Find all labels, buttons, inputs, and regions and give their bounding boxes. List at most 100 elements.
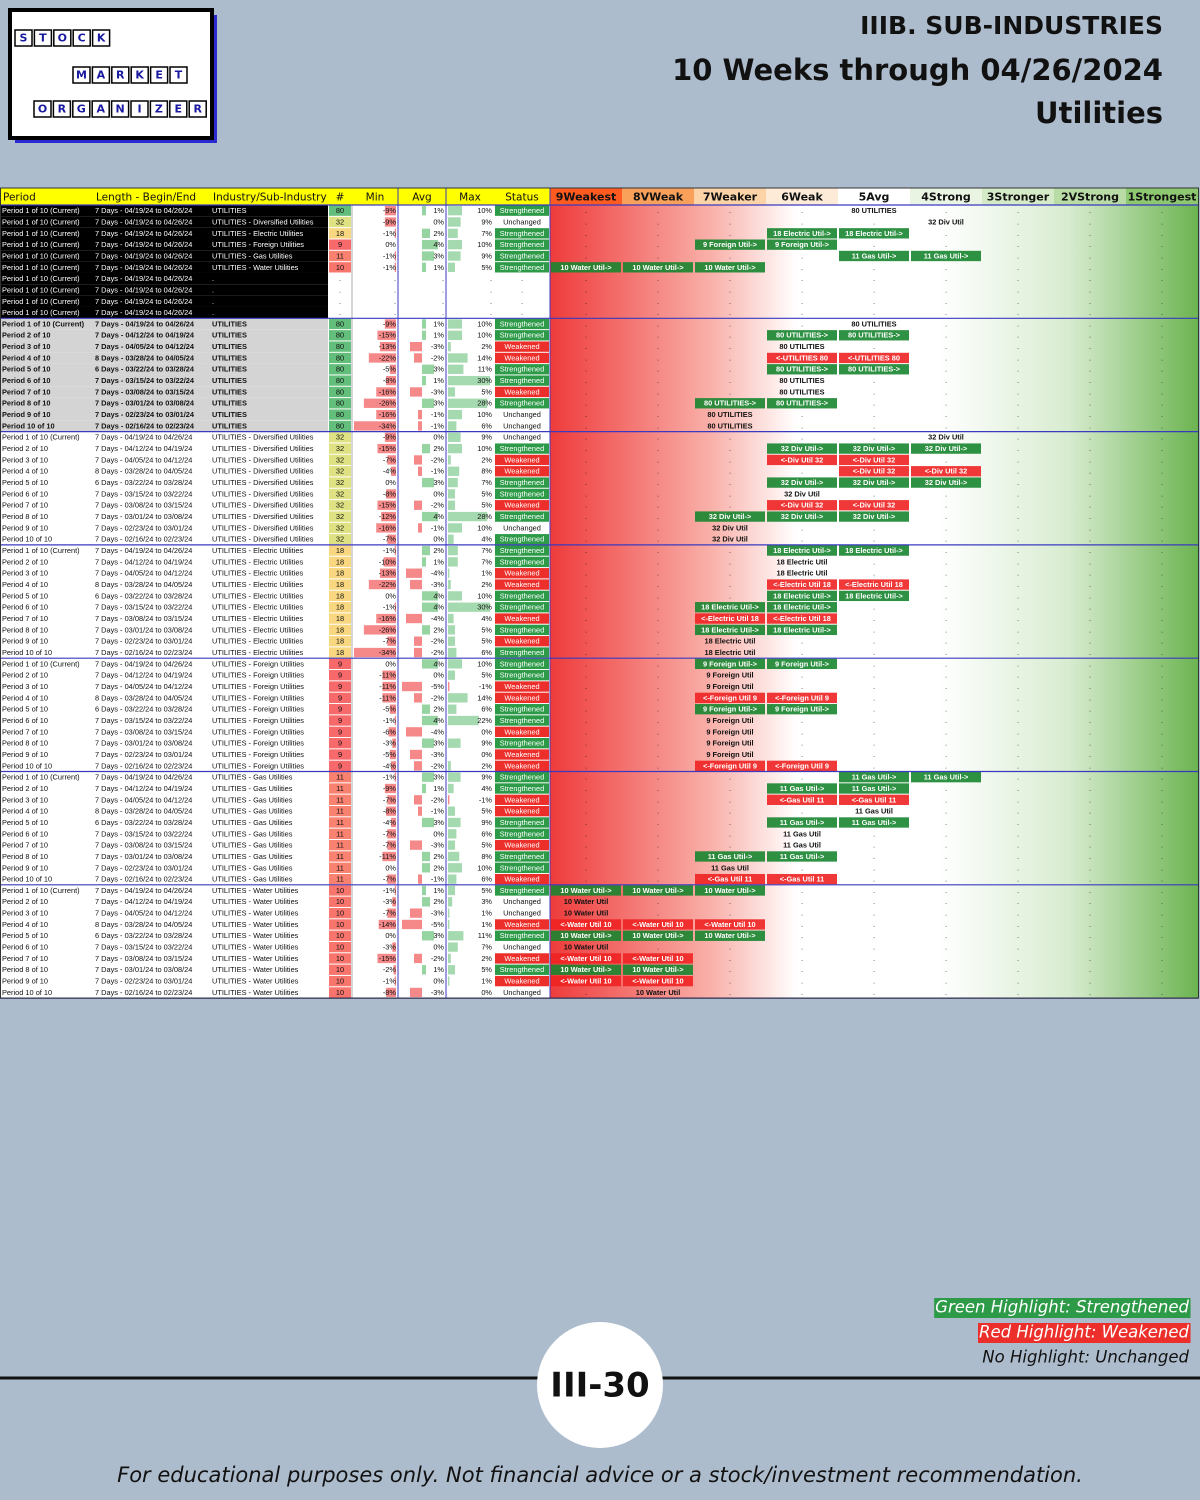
cell-text: Weakened <box>504 455 539 464</box>
legend-entry: Red Highlight: Weakened <box>979 1323 1190 1342</box>
cell-text: UTILITIES - Gas Utilities <box>212 818 293 827</box>
cell-text: 7 Days - 03/08/24 to 03/15/24 <box>95 954 192 963</box>
rank-highlight <box>767 658 837 670</box>
status-fill <box>495 953 549 964</box>
rank-cell: 11 Gas Util-> <box>924 773 969 782</box>
min-bar <box>377 330 396 340</box>
rank-cell: 32 Div Util <box>712 523 748 532</box>
min-bar <box>354 647 396 658</box>
cell-text: 7 Days - 04/19/24 to 04/26/24 <box>95 319 195 328</box>
max-bar <box>448 387 455 397</box>
cell-text: 32 <box>336 467 344 476</box>
rank-cell: . <box>1089 931 1091 940</box>
count-cell <box>329 488 351 500</box>
rank-cell: . <box>945 591 947 600</box>
rank-cell: . <box>1017 251 1019 260</box>
rank-cell: <-Water Util 10 <box>704 920 755 929</box>
rank-cell: . <box>945 750 947 759</box>
avg-bar <box>422 443 430 454</box>
rank-cell: . <box>1017 297 1019 306</box>
rank-highlight <box>695 398 765 409</box>
cell-text: 6% <box>481 648 492 657</box>
rank-cell: . <box>585 603 587 612</box>
cell-text: Period 1 of 10 (Current) <box>2 274 80 283</box>
logo-letter: A <box>97 69 106 82</box>
rank-cell: . <box>1017 818 1019 827</box>
rank-highlight <box>839 330 909 341</box>
cell-text: 7 Days - 04/12/24 to 04/19/24 <box>95 444 192 453</box>
rank-highlight <box>623 953 693 964</box>
cell-text: -1% <box>383 773 397 782</box>
rank-cell: . <box>1089 807 1091 816</box>
cell-text: 11 <box>336 875 344 884</box>
max-bar <box>448 409 462 420</box>
cell-text: UTILITIES - Electric Utilities <box>212 580 303 589</box>
logo-letter: N <box>115 103 124 116</box>
rank-cell: . <box>801 977 803 986</box>
cell-text: Period 8 of 10 <box>2 965 48 974</box>
cell-text: . <box>490 308 492 317</box>
rank-cell: <-Electric Util 18 <box>701 614 759 623</box>
min-bar <box>387 840 396 850</box>
cell-text: 1% <box>481 569 492 578</box>
cell-text: 2% <box>433 444 444 453</box>
status-fill <box>495 556 549 568</box>
cell-text: 7 Days - 03/08/24 to 03/15/24 <box>95 387 195 396</box>
cell-text: Strengthened <box>500 365 544 374</box>
rank-cell: . <box>945 886 947 895</box>
rank-cell: . <box>945 535 947 544</box>
header-cell <box>328 188 352 205</box>
rank-cell: . <box>657 591 659 600</box>
rank-cell: . <box>1161 331 1163 340</box>
rank-cell: . <box>585 546 587 555</box>
rank-cell: . <box>1089 285 1091 294</box>
rank-cell: . <box>1161 671 1163 680</box>
cell-text: 6% <box>481 421 492 430</box>
rank-cell: . <box>945 739 947 748</box>
rank-cell: 11 Gas Util <box>711 863 749 872</box>
rank-cell: 80 UTILITIES-> <box>848 331 901 340</box>
max-bar <box>448 942 458 952</box>
cell-text: 18 <box>336 557 344 566</box>
cell-text: Period 1 of 10 (Current) <box>2 297 80 306</box>
count-cell <box>329 262 351 273</box>
rank-cell: . <box>1089 671 1091 680</box>
rank-cell: 80 UTILITIES <box>707 421 752 430</box>
avg-bar <box>418 874 422 884</box>
row-shade <box>0 272 328 285</box>
cell-text: -15% <box>379 954 397 963</box>
rank-cell: 80 UTILITIES <box>779 376 824 385</box>
rank-cell: . <box>585 988 587 997</box>
logo-letter-box <box>91 100 110 118</box>
rank-cell: . <box>1089 569 1091 578</box>
rank-highlight <box>911 477 981 488</box>
logo-letter: K <box>97 32 106 45</box>
rank-cell: . <box>945 943 947 952</box>
cell-text: Period 9 of 10 <box>2 863 48 872</box>
cell-text: . <box>490 297 492 306</box>
rank-cell: 10 Water Util-> <box>632 263 684 272</box>
rank-cell: . <box>1161 795 1163 804</box>
status-fill <box>495 477 549 488</box>
max-bar <box>448 500 455 510</box>
cell-text: UTILITIES - Electric Utilities <box>212 546 303 555</box>
rank-cell: . <box>1161 308 1163 317</box>
cell-text: -22% <box>379 353 397 362</box>
rank-cell: . <box>801 988 803 997</box>
count-cell <box>329 420 351 432</box>
rank-cell: <-Water Util 10 <box>560 954 611 963</box>
cell-text: UTILITIES - Electric Utilities <box>212 603 303 612</box>
avg-bar <box>410 387 422 397</box>
max-bar <box>448 421 457 431</box>
rank-cell: . <box>1161 829 1163 838</box>
rank-cell: . <box>873 841 875 850</box>
cell-text: -9% <box>383 319 397 328</box>
cell-text: 8 Days - 03/28/24 to 04/05/24 <box>95 580 192 589</box>
cell-text: -1% <box>431 467 445 476</box>
cell-text: 4% <box>433 659 444 668</box>
legend-swatch <box>934 1298 1191 1318</box>
rank-cell: . <box>1089 682 1091 691</box>
rank-cell: . <box>1089 965 1091 974</box>
cell-text: 6% <box>481 875 492 884</box>
avg-bar <box>418 523 422 533</box>
